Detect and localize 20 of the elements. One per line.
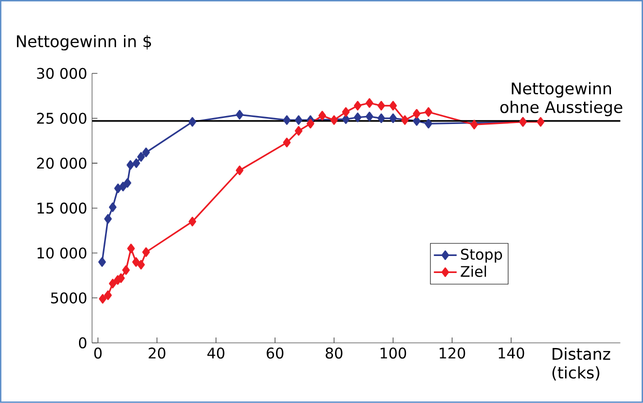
y-tick-label: 30 000 xyxy=(37,68,86,79)
y-axis-title: Nettogewinn in $ xyxy=(16,35,152,50)
x-tick-label: 0 xyxy=(94,348,102,359)
ref-line-label: Nettogewinn ohne Ausstiege xyxy=(500,82,622,116)
x-tick-label: 40 xyxy=(207,348,224,359)
y-tick-label: 10 000 xyxy=(38,248,86,259)
x-tick-label: 20 xyxy=(148,348,166,359)
x-axis-title: Distanz (ticks) xyxy=(552,348,610,381)
x-tick-label: 100 xyxy=(380,348,406,359)
y-tick-label: 5000 xyxy=(51,292,86,304)
legend-label: Stopp xyxy=(461,248,502,263)
x-tick-label: 80 xyxy=(326,348,342,359)
y-tick-label: 0 xyxy=(78,337,86,348)
x-tick-label: 60 xyxy=(266,348,284,359)
y-tick-label: 25 000 xyxy=(37,112,86,124)
x-tick-label: 140 xyxy=(498,348,524,359)
y-tick-label: 15 000 xyxy=(38,202,86,214)
legend-label: Ziel xyxy=(460,266,486,278)
y-tick-label: 20 000 xyxy=(37,158,86,169)
x-tick-label: 120 xyxy=(440,348,466,359)
